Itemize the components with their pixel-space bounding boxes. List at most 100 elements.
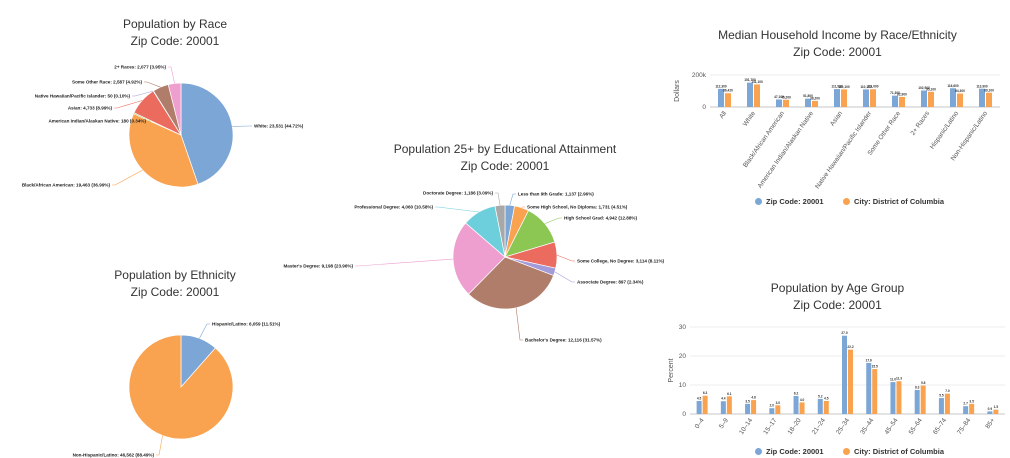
bar[interactable] xyxy=(963,406,969,414)
bar[interactable] xyxy=(870,89,876,107)
slice-connector xyxy=(554,271,575,283)
bar[interactable] xyxy=(969,403,975,414)
bar[interactable] xyxy=(812,100,818,107)
bar[interactable] xyxy=(726,396,732,414)
race-pie: White: 23,531 (44.72%) Black/African Amer… xyxy=(22,65,304,188)
legend-swatch-orange xyxy=(843,448,850,455)
bar[interactable] xyxy=(993,409,999,414)
legend-zip[interactable]: Zip Code: 20001 xyxy=(755,447,824,456)
bar-value-label: 17.6 xyxy=(866,358,872,362)
bar[interactable] xyxy=(892,95,898,107)
x-tick-label: 85+ xyxy=(984,417,996,430)
bar-value-label: 38,200 xyxy=(810,96,820,100)
x-tick-label: Asian xyxy=(829,110,844,128)
slice-connector xyxy=(132,90,154,97)
bar[interactable] xyxy=(783,99,789,107)
x-tick-label: All xyxy=(718,110,728,120)
bar[interactable] xyxy=(914,389,920,414)
bar[interactable] xyxy=(890,382,896,414)
bar[interactable] xyxy=(986,92,992,107)
x-tick-label: 65–74 xyxy=(932,417,948,436)
slice-label: Some High School, No Diploma: 1,731 (4.5… xyxy=(527,205,628,210)
bar[interactable] xyxy=(718,88,724,107)
legend-swatch-blue xyxy=(755,448,762,455)
legend-label: City: District of Columbia xyxy=(854,447,945,456)
bar-value-label: 111,900 xyxy=(831,85,842,89)
bar[interactable] xyxy=(799,402,805,414)
slice-label: Associate Degree: 897 (2.34%) xyxy=(577,280,644,285)
bar[interactable] xyxy=(776,99,782,107)
bar-value-label: 110,100 xyxy=(860,85,872,89)
legend-zip[interactable]: Zip Code: 20001 xyxy=(755,197,824,206)
bar[interactable] xyxy=(793,396,799,414)
x-tick-label: 55–64 xyxy=(908,417,924,436)
bar[interactable] xyxy=(863,89,869,107)
pie-slice[interactable] xyxy=(494,204,506,258)
bar[interactable] xyxy=(899,96,905,107)
bar[interactable] xyxy=(938,398,944,414)
bar[interactable] xyxy=(928,91,934,107)
bar[interactable] xyxy=(987,411,993,414)
x-tick-label: 0–4 xyxy=(694,417,706,430)
bar[interactable] xyxy=(754,84,760,107)
bar[interactable] xyxy=(696,400,702,414)
pie-slice[interactable] xyxy=(128,113,199,188)
chart-subtitle: Zip Code: 20001 xyxy=(130,34,220,48)
pie-slice[interactable] xyxy=(128,334,234,440)
x-tick-label: Some Other Race xyxy=(867,110,903,157)
slice-label: Some Other Race: 2,587 (4.92%) xyxy=(72,80,142,85)
bar-value-label: 4.8 xyxy=(751,396,756,400)
bar[interactable] xyxy=(842,335,847,414)
bar[interactable] xyxy=(848,349,853,414)
bar[interactable] xyxy=(872,369,878,414)
bar-value-label: 27.0 xyxy=(841,331,847,335)
bar-value-label: 4.5 xyxy=(697,396,702,400)
bar[interactable] xyxy=(702,395,708,414)
slice-label: Less than 9th Grade: 1,137 (2.96%) xyxy=(518,192,594,197)
bar[interactable] xyxy=(979,88,985,107)
legend-city[interactable]: City: District of Columbia xyxy=(843,197,944,206)
bar[interactable] xyxy=(747,82,753,107)
bar[interactable] xyxy=(896,381,902,414)
bar-value-label: 4.4 xyxy=(721,397,726,401)
legend-city[interactable]: City: District of Columbia xyxy=(843,447,944,456)
bar-value-label: 22.2 xyxy=(847,345,853,349)
bar[interactable] xyxy=(920,385,926,414)
bar-value-label: 45,200 xyxy=(781,95,791,99)
bar-value-label: 11.0 xyxy=(890,378,896,382)
chart-title: Population by Race xyxy=(122,17,228,31)
slice-connector xyxy=(515,307,523,341)
bar[interactable] xyxy=(720,401,726,414)
bar[interactable] xyxy=(921,90,927,107)
bar[interactable] xyxy=(751,400,757,414)
slice-label: American Indian/Alaskan Native: 180 (0.3… xyxy=(48,119,146,124)
bar[interactable] xyxy=(817,398,823,414)
bar-value-label: 2.0 xyxy=(770,404,775,408)
bar[interactable] xyxy=(944,393,950,414)
bar[interactable] xyxy=(950,88,956,107)
bar[interactable] xyxy=(805,98,811,107)
bar[interactable] xyxy=(823,400,829,414)
bar-value-label: 11.3 xyxy=(896,377,902,381)
bar[interactable] xyxy=(841,89,847,107)
x-tick-label: 21–24 xyxy=(811,417,827,436)
pie-slice[interactable] xyxy=(452,222,506,295)
bar-value-label: 47,100 xyxy=(774,95,784,99)
bar[interactable] xyxy=(775,405,781,414)
bar[interactable] xyxy=(725,93,731,107)
bar[interactable] xyxy=(834,89,840,107)
bar[interactable] xyxy=(957,93,963,107)
bar[interactable] xyxy=(769,408,775,414)
slice-connector xyxy=(199,323,210,339)
pie-slice[interactable] xyxy=(180,82,234,185)
slice-label: Professional Degree: 4,060 (10.58%) xyxy=(354,205,433,210)
slice-label: 2+ Races: 2,077 (3.95%) xyxy=(114,65,166,70)
y-axis-label: Percent xyxy=(668,358,675,382)
slice-connector xyxy=(114,100,143,109)
x-tick-label: 10–14 xyxy=(738,417,754,436)
bar-value-label: 112,300 xyxy=(715,84,727,88)
bar[interactable] xyxy=(866,362,872,414)
slice-label: Master's Degree: 9,198 (23.96%) xyxy=(283,264,353,269)
slice-label: Some College, No Degree: 3,114 (8.11%) xyxy=(577,259,665,264)
bar[interactable] xyxy=(745,403,751,414)
